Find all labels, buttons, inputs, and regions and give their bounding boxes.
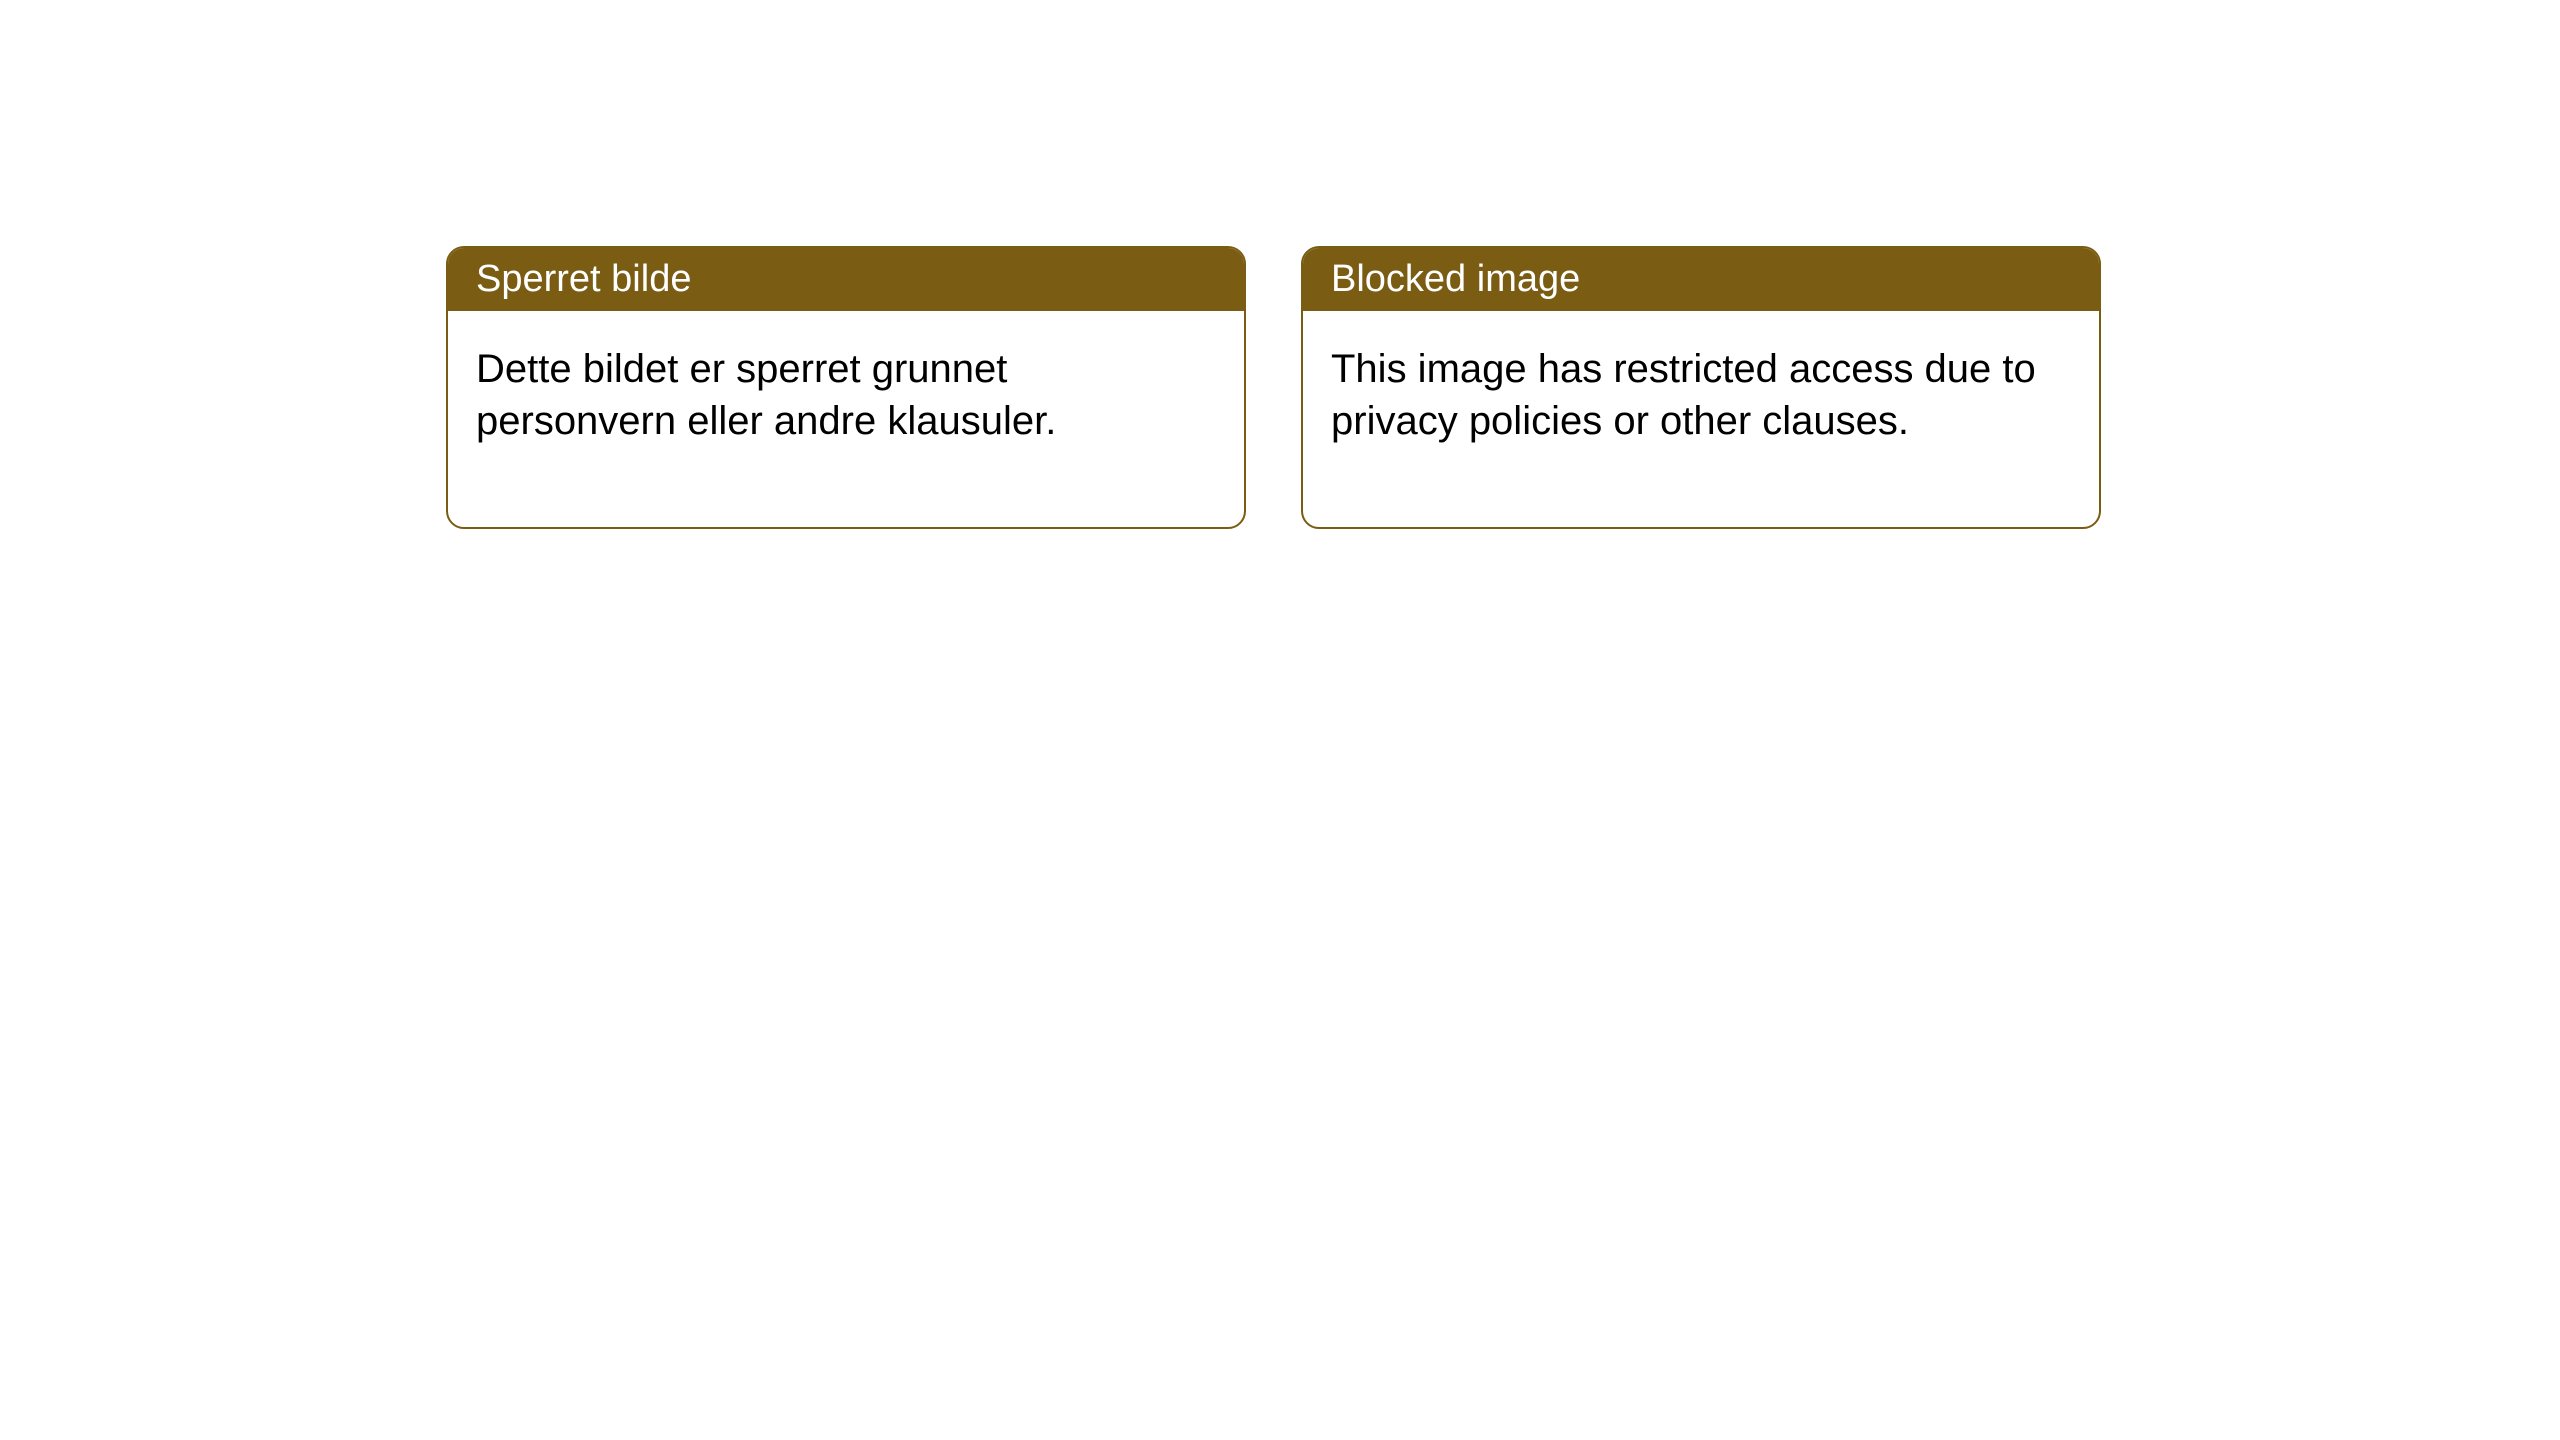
notice-box-english: Blocked image This image has restricted …	[1301, 246, 2101, 529]
notice-container: Sperret bilde Dette bildet er sperret gr…	[446, 246, 2101, 529]
notice-body-norwegian: Dette bildet er sperret grunnet personve…	[448, 311, 1244, 527]
notice-body-english: This image has restricted access due to …	[1303, 311, 2099, 527]
notice-box-norwegian: Sperret bilde Dette bildet er sperret gr…	[446, 246, 1246, 529]
notice-header-norwegian: Sperret bilde	[448, 248, 1244, 311]
notice-header-english: Blocked image	[1303, 248, 2099, 311]
